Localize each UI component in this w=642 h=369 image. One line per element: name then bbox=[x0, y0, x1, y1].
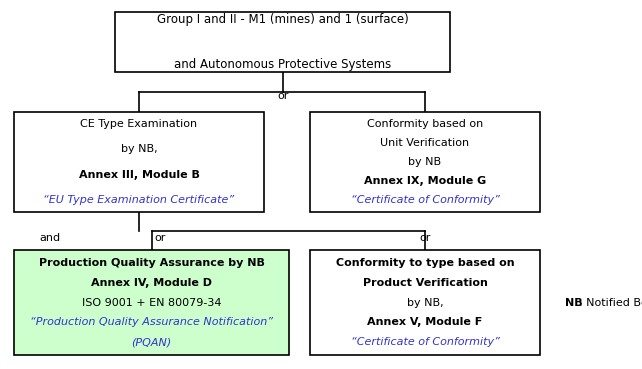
Text: Annex III, Module B: Annex III, Module B bbox=[78, 170, 200, 180]
Text: : Notified Body: : Notified Body bbox=[579, 298, 642, 308]
Text: and: and bbox=[39, 233, 60, 243]
Text: “EU Type Examination Certificate”: “EU Type Examination Certificate” bbox=[44, 195, 234, 205]
Text: Conformity to type based on: Conformity to type based on bbox=[336, 258, 514, 268]
Text: by NB: by NB bbox=[408, 157, 442, 167]
Text: and Autonomous Protective Systems: and Autonomous Protective Systems bbox=[174, 58, 391, 71]
Bar bbox=[115, 12, 450, 72]
Text: Annex IX, Module G: Annex IX, Module G bbox=[364, 176, 486, 186]
Bar bbox=[310, 250, 540, 355]
Text: ISO 9001 + EN 80079-34: ISO 9001 + EN 80079-34 bbox=[82, 297, 221, 307]
Text: NB: NB bbox=[565, 298, 583, 308]
Bar bbox=[310, 112, 540, 212]
Text: “Certificate of Conformity”: “Certificate of Conformity” bbox=[351, 337, 499, 347]
Bar bbox=[14, 250, 289, 355]
Text: Production Quality Assurance by NB: Production Quality Assurance by NB bbox=[39, 258, 265, 268]
Text: Unit Verification: Unit Verification bbox=[381, 138, 469, 148]
Bar bbox=[14, 112, 264, 212]
Text: by NB,: by NB, bbox=[121, 144, 157, 154]
Text: Group I and II - M1 (mines) and 1 (surface): Group I and II - M1 (mines) and 1 (surfa… bbox=[157, 13, 408, 26]
Text: Conformity based on: Conformity based on bbox=[367, 119, 483, 129]
Text: Annex V, Module F: Annex V, Module F bbox=[367, 317, 483, 327]
Text: or: or bbox=[277, 91, 289, 101]
Text: by NB,: by NB, bbox=[406, 297, 444, 307]
Text: “Production Quality Assurance Notification”: “Production Quality Assurance Notificati… bbox=[30, 317, 273, 327]
Text: (PQAN): (PQAN) bbox=[132, 337, 171, 347]
Text: or: or bbox=[419, 233, 431, 243]
Text: or: or bbox=[154, 233, 166, 243]
Text: CE Type Examination: CE Type Examination bbox=[80, 119, 198, 129]
Text: Product Verification: Product Verification bbox=[363, 277, 487, 287]
Text: Annex IV, Module D: Annex IV, Module D bbox=[91, 277, 212, 287]
Text: “Certificate of Conformity”: “Certificate of Conformity” bbox=[351, 195, 499, 205]
